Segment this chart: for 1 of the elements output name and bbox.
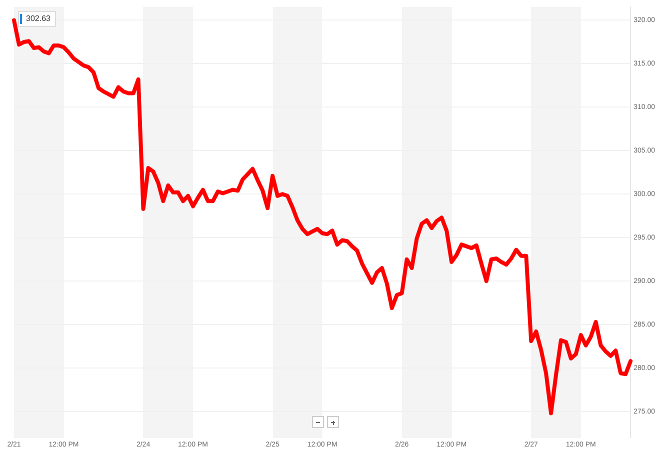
annotation: 302.63	[18, 11, 56, 28]
